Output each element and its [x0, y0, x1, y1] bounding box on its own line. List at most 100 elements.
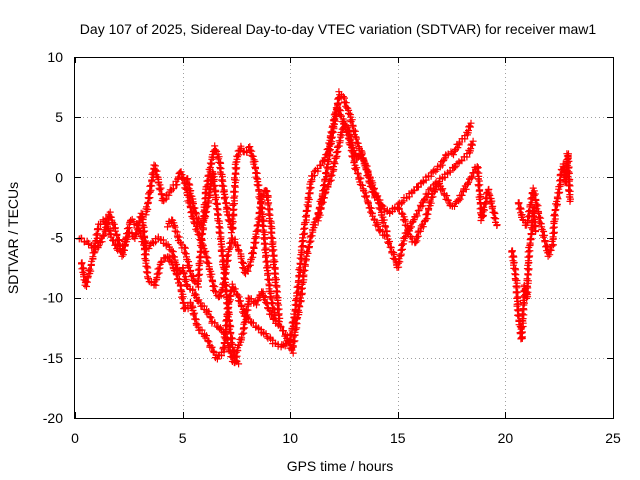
data-point	[207, 314, 215, 322]
data-point	[244, 266, 251, 274]
y-axis-label: SDTVAR / TECUs	[5, 182, 21, 294]
data-point	[207, 273, 215, 281]
data-point	[183, 176, 191, 184]
data-point	[450, 151, 457, 159]
x-tick-label: 10	[282, 430, 298, 446]
data-point	[546, 246, 554, 254]
data-point	[352, 166, 360, 173]
data-point	[236, 297, 244, 305]
data-point	[251, 163, 259, 171]
data-point	[276, 322, 284, 330]
data-point	[297, 260, 305, 268]
axis-ticks	[75, 57, 614, 419]
data-point	[556, 171, 564, 178]
data-point	[334, 102, 342, 110]
x-tick-label: 0	[71, 430, 79, 446]
data-point	[190, 311, 198, 319]
data-point	[205, 338, 213, 346]
data-point	[192, 209, 200, 216]
data-point	[275, 318, 283, 326]
data-point	[339, 93, 347, 101]
x-tick-label: 25	[605, 430, 621, 446]
data-point	[315, 209, 323, 217]
data-point	[531, 223, 539, 231]
data-point	[358, 181, 366, 189]
data-point	[317, 161, 325, 169]
data-point	[177, 287, 185, 295]
data-point	[222, 193, 230, 201]
y-tick-labels: -20 -15 -10 -5 0 5 10	[43, 49, 63, 426]
data-point	[172, 227, 179, 235]
data-point	[307, 232, 315, 240]
data-point	[216, 229, 223, 237]
data-point	[289, 318, 297, 326]
data-point	[215, 158, 223, 166]
data-point	[213, 205, 220, 213]
y-tick-label: -5	[51, 230, 64, 246]
data-point	[280, 327, 287, 335]
data-point	[345, 109, 353, 117]
data-point	[135, 227, 143, 235]
data-point	[385, 239, 393, 247]
data-point	[224, 313, 232, 321]
data-point	[544, 252, 552, 260]
data-point	[185, 199, 193, 207]
data-point	[551, 210, 559, 218]
data-point	[365, 200, 372, 208]
data-point	[374, 196, 381, 204]
data-point	[484, 186, 492, 194]
data-point	[318, 199, 325, 207]
data-point	[254, 182, 262, 190]
data-point	[465, 178, 473, 186]
data-point	[193, 227, 201, 235]
data-point	[262, 330, 270, 338]
data-point	[416, 227, 424, 235]
data-point	[147, 182, 155, 189]
data-point	[321, 154, 329, 162]
data-point	[469, 137, 477, 145]
data-point	[398, 240, 406, 248]
data-point	[270, 264, 278, 271]
data-point	[277, 323, 285, 331]
data-point	[429, 193, 437, 201]
data-point	[330, 158, 338, 166]
data-point	[518, 323, 526, 331]
data-point	[290, 310, 298, 318]
data-point	[438, 186, 446, 194]
data-point	[204, 337, 212, 345]
data-point	[256, 195, 264, 203]
data-point	[220, 258, 228, 265]
data-point	[206, 186, 214, 194]
data-point	[140, 241, 147, 249]
data-point	[423, 210, 431, 218]
data-point	[208, 344, 216, 351]
data-point	[370, 188, 378, 196]
data-point	[457, 191, 465, 199]
y-tick-label: -20	[43, 410, 63, 426]
x-axis-label: GPS time / hours	[287, 458, 394, 474]
plot-frame	[74, 57, 614, 419]
data-point	[213, 355, 221, 363]
data-point	[475, 187, 483, 195]
data-point	[295, 272, 303, 280]
data-point	[259, 221, 266, 229]
data-point	[320, 194, 328, 202]
data-point	[525, 208, 532, 216]
data-point	[359, 155, 367, 163]
data-point	[209, 347, 217, 355]
data-point	[246, 146, 254, 154]
grid-lines	[75, 57, 613, 418]
data-point	[367, 204, 375, 212]
data-point	[224, 305, 232, 313]
x-tick-label: 20	[498, 430, 514, 446]
data-point	[455, 197, 463, 205]
data-point	[490, 214, 498, 222]
data-point	[218, 182, 226, 190]
data-point	[316, 205, 324, 213]
data-point	[467, 119, 475, 127]
data-point	[450, 164, 458, 172]
data-point	[525, 265, 533, 273]
data-point	[226, 325, 234, 333]
data-point	[493, 222, 501, 229]
data-point	[224, 205, 232, 213]
